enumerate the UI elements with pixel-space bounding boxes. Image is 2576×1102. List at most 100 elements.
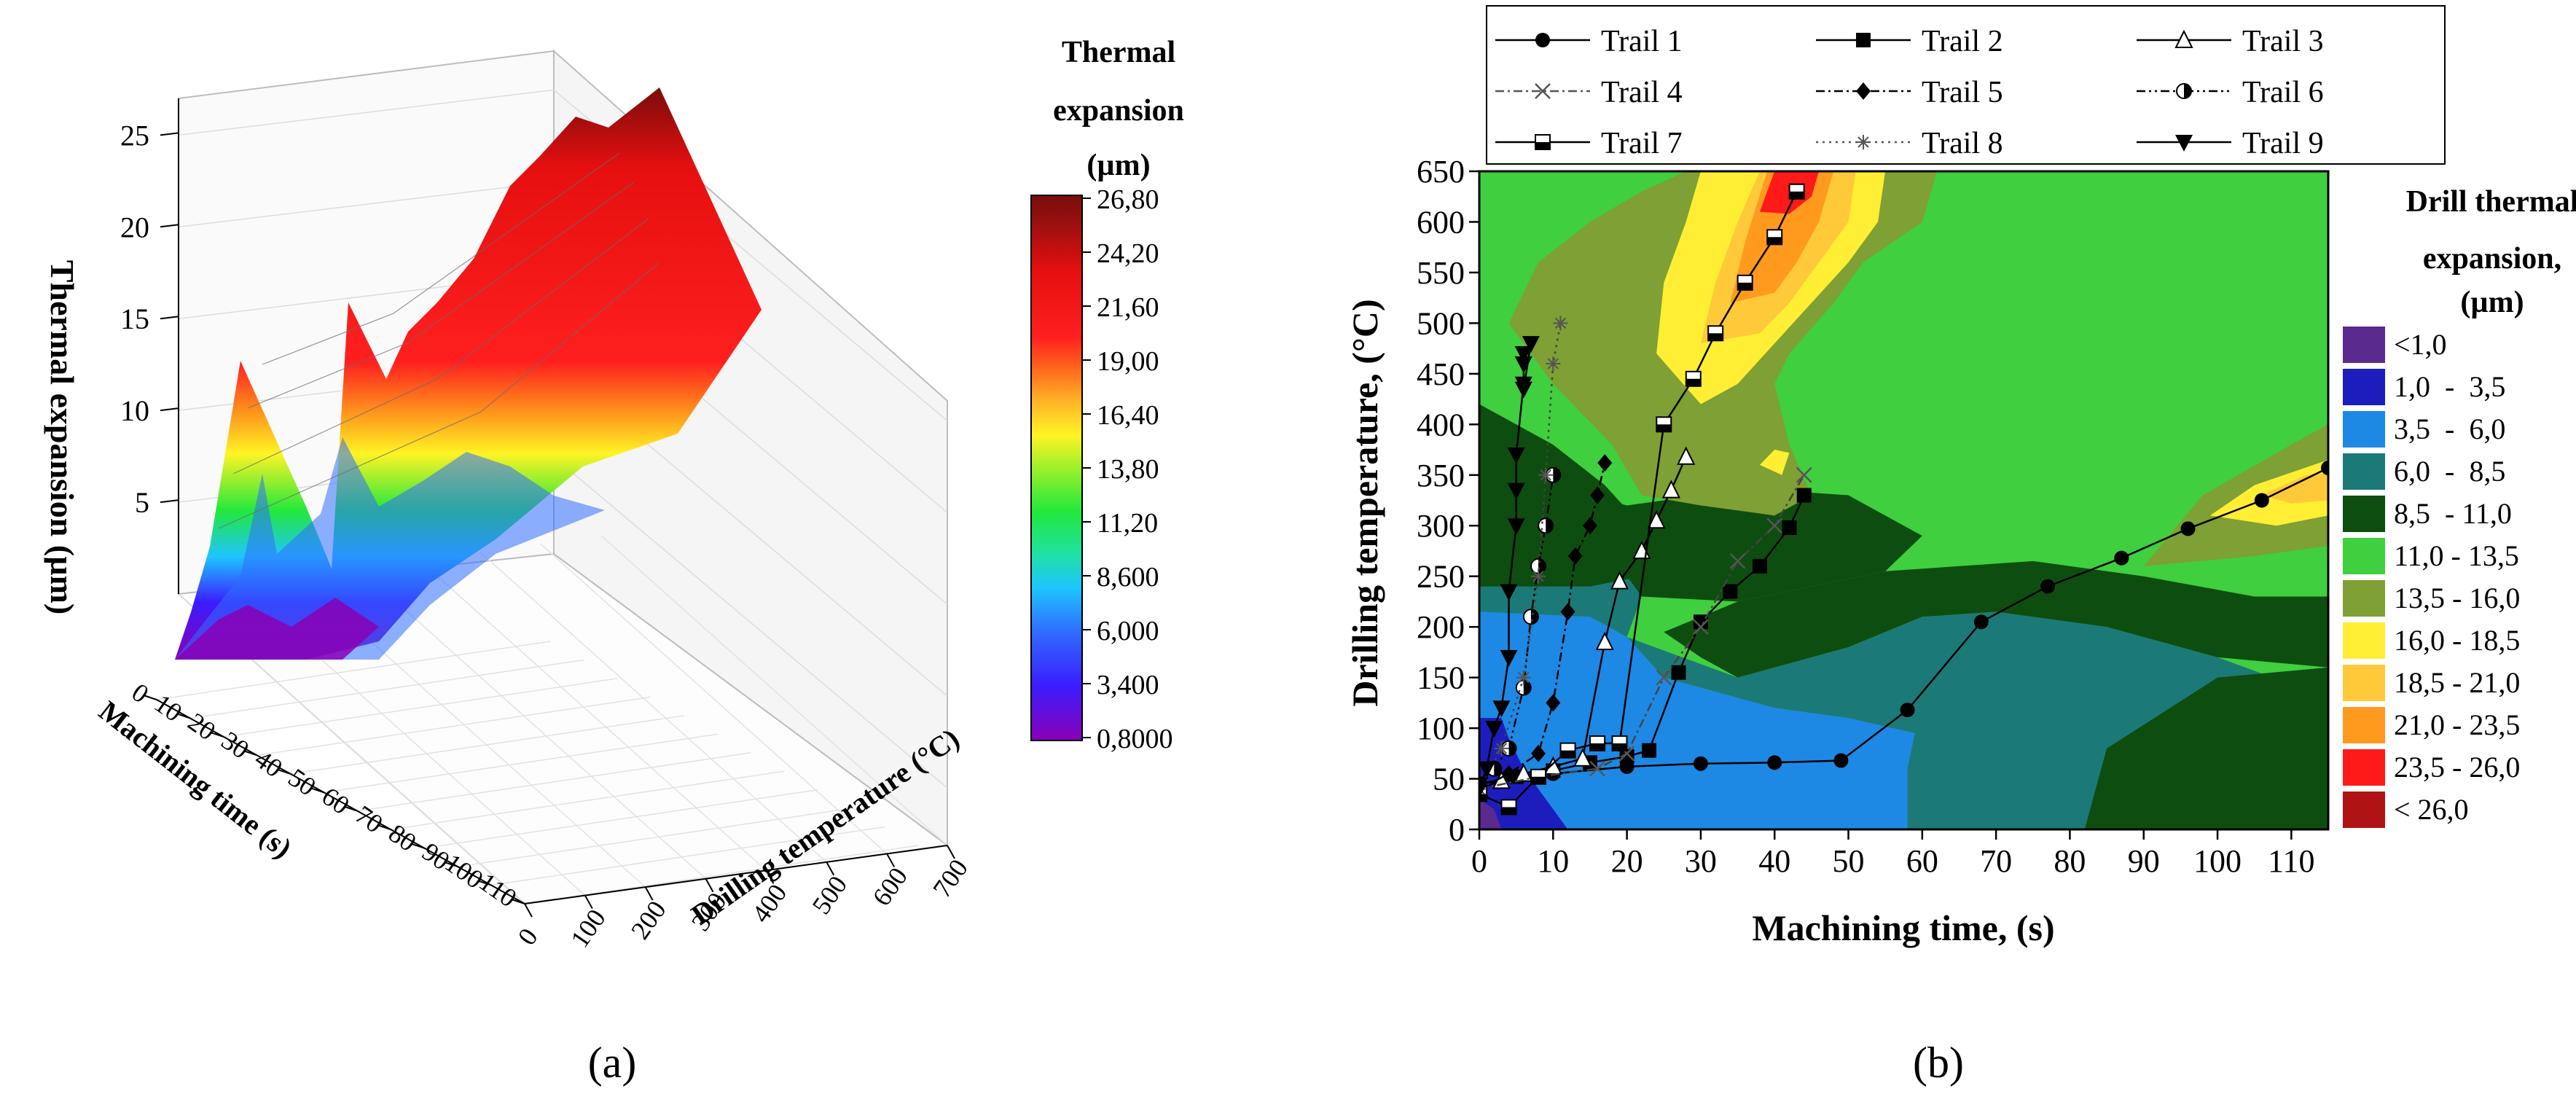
marker-stroke (1796, 466, 1812, 483)
grid-line (458, 808, 852, 867)
x-tick-mark (243, 750, 258, 757)
colorbar-b-swatch (2343, 538, 2385, 574)
data-point (1693, 614, 1708, 630)
colorbar-b-item: <1,0 (2343, 327, 2447, 363)
y-tick-mark (705, 878, 714, 893)
data-point (1514, 346, 1532, 364)
z-tick-mark (160, 316, 179, 320)
data-point (1538, 517, 1554, 534)
data-point (1531, 744, 1546, 762)
x-tick-label: 0 (1471, 843, 1487, 879)
legend-item: Trail 3 (2137, 25, 2324, 58)
x-tick-label: 10 (1537, 843, 1569, 879)
colorbar-b-items: <1,0 1,0 - 3,5 3,5 - 6,0 6,0 - 8,5 8,5 - 11,… (2343, 327, 2520, 828)
colorbar-a: Thermal expansion (µm) 26,80 24,20 21,60 19… (1030, 36, 1184, 754)
data-point (1766, 229, 1783, 246)
data-point (1479, 781, 1488, 799)
y-tick-label: 0 (512, 923, 544, 950)
legend-label: Trail 2 (1922, 25, 2003, 58)
marker-stroke (1554, 317, 1567, 329)
x-tick-label: 70 (1980, 843, 2012, 879)
grid-line (357, 751, 751, 812)
colorbar-b-swatch (2343, 369, 2385, 405)
data-point (1500, 649, 1518, 667)
x-axis-line (156, 699, 525, 904)
marker-half (1479, 794, 1487, 802)
data-point (1752, 558, 1767, 574)
data-point (1737, 274, 1753, 291)
y-tick-label: 700 (927, 854, 974, 903)
y-tick-label: 200 (625, 896, 672, 945)
x-tick-label: 50 (1833, 843, 1865, 879)
colorbar-b-label: 8,5 - 11,0 (2394, 497, 2512, 530)
grid-line (479, 552, 827, 863)
colorbar-b-swatch (2343, 792, 2385, 828)
data-point (1900, 703, 1915, 718)
data-point (1973, 614, 1989, 630)
marker-stroke (1766, 517, 1783, 534)
data-point (1729, 552, 1746, 569)
surface-contour-line (262, 152, 620, 365)
grid-line (490, 826, 885, 886)
colorbar-title-line-1: Thermal (1062, 36, 1175, 69)
marker-stroke (1857, 136, 1869, 148)
data-point (1507, 447, 1525, 464)
y-axis-line (524, 845, 948, 904)
colorbar-b-item: 18,5 - 21,0 (2343, 665, 2520, 701)
colorbar-title-line-2: expansion (1053, 94, 1184, 128)
legend-item: Trail 8 (1816, 127, 2003, 160)
marker-half (1531, 776, 1546, 784)
colorbar-b-title-line-2: expansion, (2423, 242, 2561, 276)
marker-half (1546, 518, 1554, 534)
panel-label-a: (a) (588, 1039, 637, 1087)
z-tick-mark (160, 132, 179, 136)
y-tick-label: 100 (565, 904, 611, 953)
legend-label: Trail 3 (2242, 25, 2324, 58)
marker-half (1737, 282, 1753, 290)
x-tick-mark (477, 880, 492, 886)
data-point (1514, 381, 1532, 399)
data-point (1796, 466, 1812, 483)
colorbar-b-swatch (2343, 665, 2385, 701)
legend-item: Trail 6 (2137, 76, 2324, 109)
data-point (1514, 763, 1533, 782)
marker-half (1789, 191, 1804, 199)
data-point (1788, 183, 1805, 200)
colorbar-b-label: 1,0 - 3,5 (2394, 370, 2505, 403)
x-tick-label: 110 (2268, 843, 2314, 879)
data-point (1507, 518, 1525, 536)
data-point (1856, 82, 1871, 100)
data-point (1538, 467, 1554, 482)
data-point (1582, 517, 1597, 535)
data-point (1559, 742, 1576, 759)
contour-regions (1479, 171, 2328, 829)
data-point (1856, 33, 1871, 47)
colorbar-b-label: 23,5 - 26,0 (2394, 751, 2520, 783)
data-point (1560, 603, 1575, 621)
data-point (1693, 756, 1708, 771)
colorbar-label: 24,20 (1097, 238, 1159, 269)
colorbar-label: 13,80 (1097, 454, 1159, 485)
data-point (2176, 83, 2192, 99)
data-point (1531, 568, 1546, 584)
trail-series (1479, 183, 2328, 816)
y-tick-mark (584, 895, 593, 910)
data-point (1595, 631, 1614, 650)
marker-half (1656, 424, 1672, 432)
colorbar-b-item: 1,0 - 3,5 (2343, 369, 2505, 405)
legend-item: Trail 5 (1816, 76, 2003, 109)
data-point (2040, 579, 2056, 594)
x-tick-label: 100 (2193, 843, 2242, 879)
colorbar-label: 21,60 (1097, 292, 1159, 323)
series-trail-9 (1479, 336, 1540, 799)
colorbar-b-label: 18,5 - 21,0 (2394, 666, 2520, 699)
colorbar-label: 8,600 (1097, 562, 1159, 593)
legend-item: Trail 9 (2137, 127, 2324, 160)
data-point (1485, 721, 1503, 738)
y-tick-label: 0 (1449, 812, 1465, 848)
data-point (1492, 700, 1511, 718)
colorbar-label: 19,00 (1097, 346, 1159, 377)
x-tick-mark (511, 899, 525, 904)
data-point (1546, 694, 1561, 712)
